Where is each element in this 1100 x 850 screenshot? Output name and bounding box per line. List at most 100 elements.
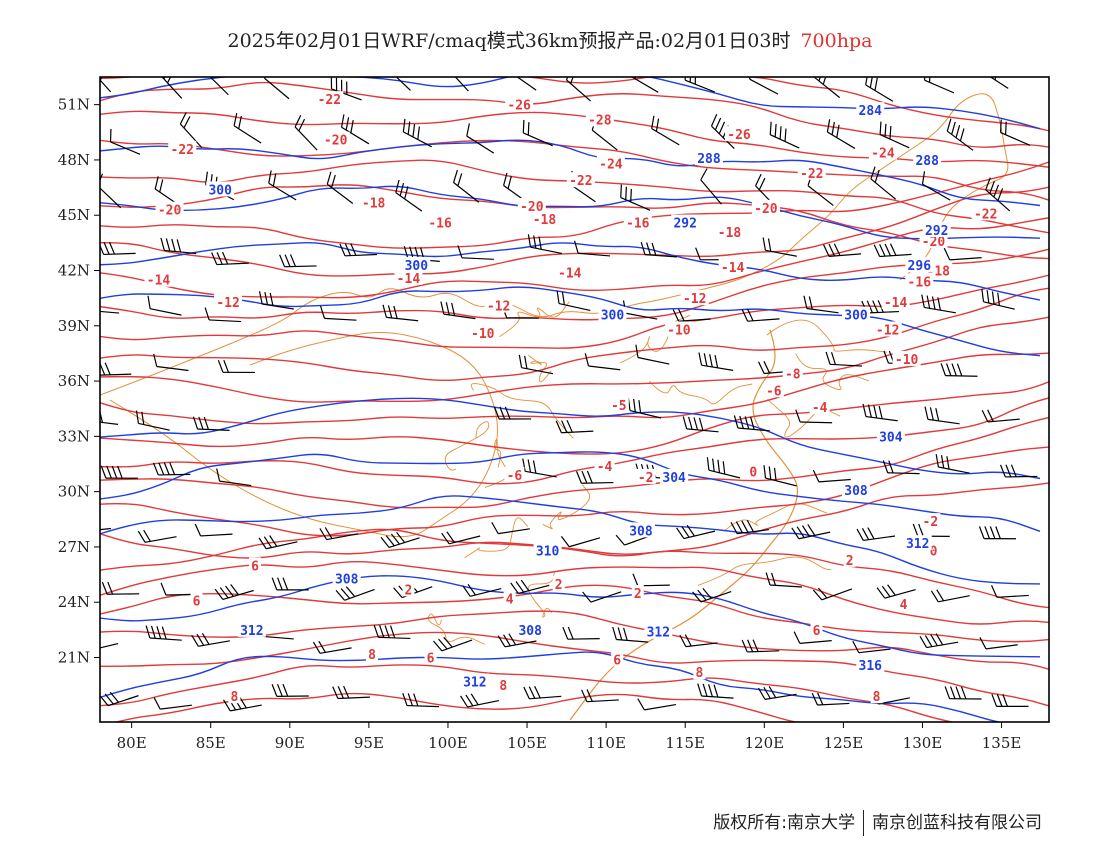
wind-barb bbox=[100, 310, 120, 314]
wind-barb bbox=[1000, 119, 1031, 146]
wind-barb bbox=[204, 307, 242, 323]
wind-barb bbox=[741, 639, 780, 653]
temperature-label: -6 bbox=[766, 384, 782, 399]
x-tick-label: 95E bbox=[354, 734, 384, 752]
temperature-label: -28 bbox=[588, 113, 612, 128]
geopotential-label: 308 bbox=[335, 572, 359, 587]
wind-barb bbox=[493, 406, 532, 420]
wind-barb bbox=[627, 397, 662, 419]
geopotential-label-bg bbox=[922, 221, 951, 237]
x-tick-label: 90E bbox=[275, 734, 305, 752]
map-title: 2025年02月01日WRF/cmaq模式36km预报产品:02月01日03时 7… bbox=[0, 26, 1100, 53]
wind-barb bbox=[380, 531, 420, 549]
y-tick-label: 21N bbox=[58, 649, 90, 667]
temperature-label: -10 bbox=[471, 327, 495, 342]
wind-barb bbox=[769, 121, 800, 149]
wind-barb bbox=[935, 454, 970, 474]
temperature-label: -4 bbox=[812, 401, 828, 416]
province-boundary bbox=[470, 383, 574, 439]
axis-ticks: 80E 85E 90E 95E 100E 105E 110E 115E 120E 125E 130E… bbox=[58, 96, 1022, 752]
temperature-label: 4 bbox=[506, 593, 514, 608]
temperature-label: -14 bbox=[147, 274, 171, 289]
temperature-label: -22 bbox=[569, 174, 592, 189]
geopotential-label-bg bbox=[671, 214, 700, 230]
wind-barb bbox=[100, 465, 138, 479]
geopotential-label: 300 bbox=[208, 183, 232, 198]
geopotential-label: 312 bbox=[906, 537, 929, 552]
temperature-isoline bbox=[100, 631, 1049, 707]
footer-separator bbox=[863, 810, 864, 836]
wind-barb bbox=[573, 240, 611, 257]
temperature-label-bg bbox=[402, 581, 415, 597]
temperature-label-bg bbox=[870, 688, 883, 704]
wind-barb bbox=[582, 591, 622, 603]
temperature-label: 8 bbox=[873, 690, 881, 705]
temperature-isoline bbox=[100, 664, 956, 722]
temperature-label: 8 bbox=[231, 690, 239, 705]
temperature-label: -14 bbox=[884, 296, 908, 311]
temperature-label: -20 bbox=[922, 235, 946, 250]
temperature-label-bg bbox=[797, 164, 826, 180]
geopotential-label-bg bbox=[903, 535, 932, 551]
wind-barb bbox=[793, 631, 832, 645]
y-tick-label: 27N bbox=[58, 538, 90, 556]
wind-barb bbox=[441, 531, 481, 545]
temperature-label-bg bbox=[905, 273, 934, 289]
geopotential-isoline bbox=[100, 397, 1041, 480]
geopotential-label-bg bbox=[206, 181, 235, 197]
geopotential-label-bg bbox=[905, 256, 934, 272]
wind-barb bbox=[263, 77, 290, 100]
temperature-label: -22 bbox=[171, 143, 194, 158]
wind-barb bbox=[258, 291, 294, 310]
wind-barb bbox=[795, 409, 833, 424]
wind-barb bbox=[981, 288, 1015, 310]
geopotential-label: 312 bbox=[240, 624, 263, 639]
wind-barb bbox=[153, 353, 189, 372]
wind-barb bbox=[741, 308, 780, 322]
wind-barb bbox=[879, 121, 910, 149]
y-tick-label: 48N bbox=[58, 151, 90, 169]
copyright-footer: 版权所有:南京大学 南京创蓝科技有限公司 bbox=[713, 808, 1042, 836]
temperature-label-bg bbox=[809, 398, 830, 414]
province-boundary bbox=[464, 517, 529, 559]
temperature-label: -18 bbox=[718, 226, 742, 241]
temperature-label: -20 bbox=[754, 202, 778, 217]
temperature-label-bg bbox=[517, 198, 546, 213]
wind-barb bbox=[757, 686, 797, 700]
wind-barb bbox=[100, 691, 139, 707]
temperature-label-bg bbox=[971, 205, 1000, 221]
geopotential-label: 284 bbox=[859, 104, 883, 119]
temperature-label: -16 bbox=[626, 217, 650, 232]
wind-barb bbox=[211, 251, 249, 266]
geopotential-label-bg bbox=[237, 621, 266, 637]
wind-barb bbox=[811, 692, 850, 706]
y-tick-label: 51N bbox=[58, 96, 90, 114]
temperature-label: -26 bbox=[507, 99, 531, 114]
wind-barb bbox=[921, 171, 951, 201]
temperature-isoline bbox=[100, 446, 1049, 537]
temperature-label-bg bbox=[503, 590, 516, 606]
temperature-label: -12 bbox=[487, 300, 510, 315]
wind-barb bbox=[765, 572, 802, 588]
temperature-label-bg bbox=[596, 155, 625, 171]
wind-barb bbox=[862, 403, 898, 422]
temperature-label: -26 bbox=[727, 128, 751, 143]
geopotential-label: 300 bbox=[601, 309, 625, 324]
temperature-label: 0 bbox=[749, 465, 757, 480]
y-tick-label: 30N bbox=[58, 483, 90, 501]
temperature-label: -6 bbox=[507, 469, 523, 484]
wind-barb bbox=[651, 115, 680, 146]
wind-barb bbox=[527, 234, 563, 255]
temperature-label-bg bbox=[747, 463, 760, 479]
temperature-label-bg bbox=[715, 223, 744, 239]
temperature-label: -14 bbox=[558, 266, 582, 281]
geopotential-label-bg bbox=[876, 428, 905, 444]
x-tick-label: 125E bbox=[824, 734, 864, 752]
temperature-label-bg bbox=[611, 651, 624, 667]
wind-barb bbox=[332, 685, 370, 700]
wind-barb bbox=[944, 686, 982, 700]
wind-barb bbox=[312, 640, 352, 654]
footer-owner: 版权所有:南京大学 bbox=[713, 813, 855, 833]
wind-barb bbox=[192, 416, 230, 431]
